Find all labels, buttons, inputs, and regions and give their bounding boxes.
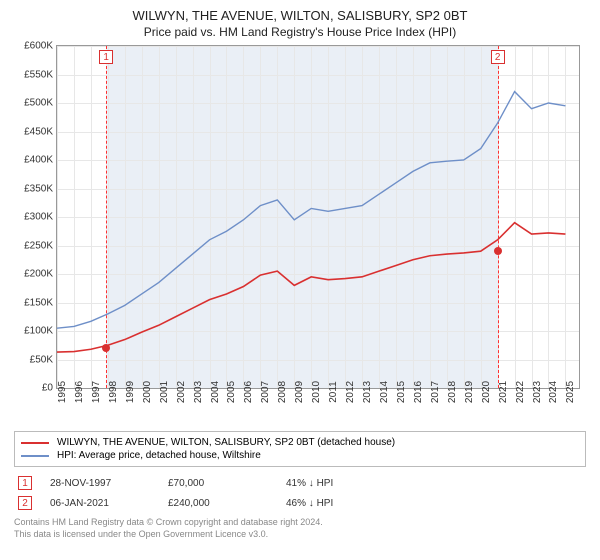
event-row: 2 06-JAN-2021 £240,000 46% ↓ HPI bbox=[14, 493, 586, 513]
plot-region: £0£50K£100K£150K£200K£250K£300K£350K£400… bbox=[56, 45, 580, 389]
event-date: 06-JAN-2021 bbox=[50, 498, 150, 509]
y-axis-label: £500K bbox=[24, 98, 53, 109]
series-svg bbox=[57, 46, 579, 388]
chart-subtitle: Price paid vs. HM Land Registry's House … bbox=[14, 25, 586, 39]
y-axis-label: £100K bbox=[24, 326, 53, 337]
legend-row: WILWYN, THE AVENUE, WILTON, SALISBURY, S… bbox=[21, 436, 579, 449]
series-line-blue bbox=[57, 92, 565, 329]
chart-container: WILWYN, THE AVENUE, WILTON, SALISBURY, S… bbox=[0, 0, 600, 560]
y-axis-label: £350K bbox=[24, 183, 53, 194]
chart-area: £0 £50K £100K £150K £200K £250K £300K £350K £400… bbox=[14, 45, 586, 425]
y-axis-label: £450K bbox=[24, 126, 53, 137]
event-price: £70,000 bbox=[168, 478, 268, 489]
legend-swatch bbox=[21, 442, 49, 444]
footer-line-2: This data is licensed under the Open Gov… bbox=[14, 529, 586, 541]
y-axis-label: £300K bbox=[24, 212, 53, 223]
legend-label: HPI: Average price, detached house, Wilt… bbox=[57, 450, 261, 461]
y-axis-label: £550K bbox=[24, 69, 53, 80]
event-price: £240,000 bbox=[168, 498, 268, 509]
event-delta: 41% ↓ HPI bbox=[286, 478, 386, 489]
legend-label: WILWYN, THE AVENUE, WILTON, SALISBURY, S… bbox=[57, 437, 395, 448]
event-table: 1 28-NOV-1997 £70,000 41% ↓ HPI 2 06-JAN-2021… bbox=[14, 473, 586, 513]
legend: WILWYN, THE AVENUE, WILTON, SALISBURY, S… bbox=[14, 431, 586, 467]
y-axis-label: £600K bbox=[24, 41, 53, 52]
event-badge: 2 bbox=[18, 496, 32, 510]
legend-swatch bbox=[21, 455, 49, 457]
legend-row: HPI: Average price, detached house, Wilt… bbox=[21, 449, 579, 462]
event-delta: 46% ↓ HPI bbox=[286, 498, 386, 509]
chart-title: WILWYN, THE AVENUE, WILTON, SALISBURY, S… bbox=[14, 8, 586, 23]
series-line-red bbox=[57, 223, 565, 352]
y-axis-label: £250K bbox=[24, 240, 53, 251]
y-axis-label: £50K bbox=[30, 354, 53, 365]
event-date: 28-NOV-1997 bbox=[50, 478, 150, 489]
footer-line-1: Contains HM Land Registry data © Crown c… bbox=[14, 517, 586, 529]
y-axis-label: £400K bbox=[24, 155, 53, 166]
event-row: 1 28-NOV-1997 £70,000 41% ↓ HPI bbox=[14, 473, 586, 493]
y-axis-label: £200K bbox=[24, 269, 53, 280]
footer-attribution: Contains HM Land Registry data © Crown c… bbox=[14, 517, 586, 540]
event-badge: 1 bbox=[18, 476, 32, 490]
y-axis-label: £150K bbox=[24, 297, 53, 308]
y-axis-label: £0 bbox=[42, 383, 53, 394]
